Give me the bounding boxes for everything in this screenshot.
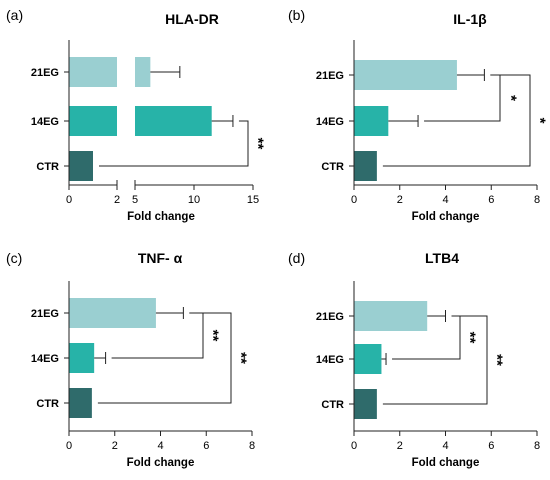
significance-label: ** <box>233 352 250 364</box>
x-axis-label: Fold change <box>412 211 480 223</box>
panel-a: (a) HLA-DR 21EG 14EG CTR 0 2 5 10 15 Fold change ** <box>6 7 267 223</box>
bar-14eg <box>69 343 95 373</box>
x-tick-label: 4 <box>442 440 448 452</box>
bar-14eg-seg1 <box>135 106 212 136</box>
x-tick-label: 6 <box>203 440 209 452</box>
panel-c: (c) TNF- α 21EG 14EG CTR 0 2 4 6 8 Fold change ** ** <box>6 250 255 469</box>
category-label: 21EG <box>316 311 344 323</box>
x-axis-label: Fold change <box>127 211 195 223</box>
x-tick-label: 6 <box>488 440 494 452</box>
x-axis-label: Fold change <box>127 457 195 469</box>
x-tick-label: 0 <box>351 194 357 206</box>
significance-bracket <box>97 312 232 404</box>
panel-label: (c) <box>6 250 22 266</box>
x-tick-label: 5 <box>132 194 138 206</box>
significance-label: ** <box>205 330 222 342</box>
x-tick-label: 4 <box>157 440 163 452</box>
bar-14eg-seg0 <box>69 106 117 136</box>
bar-21eg <box>69 298 156 328</box>
panel-d: (d) LTB4 21EG 14EG CTR 0 2 4 6 8 Fold change ** ** <box>288 250 540 469</box>
significance-bracket <box>382 74 531 167</box>
category-label: 21EG <box>31 67 59 79</box>
significance-bracket <box>382 315 488 405</box>
x-tick-label: 2 <box>397 440 403 452</box>
bar-14eg <box>354 106 389 136</box>
panel-label: (d) <box>288 250 305 266</box>
x-tick-label: 2 <box>114 194 120 206</box>
x-tick-label: 4 <box>442 194 448 206</box>
bar-ctr <box>354 389 377 419</box>
x-tick-label: 8 <box>534 194 540 206</box>
category-label: CTR <box>321 399 344 411</box>
x-tick-label: 0 <box>66 440 72 452</box>
significance-bracket <box>99 120 249 167</box>
panel-label: (a) <box>6 7 23 23</box>
x-tick-label: 0 <box>351 440 357 452</box>
significance-label: * <box>532 118 549 124</box>
x-tick-label: 6 <box>488 194 494 206</box>
category-label: 14EG <box>31 116 59 128</box>
chart-title: LTB4 <box>425 250 459 266</box>
significance-label: ** <box>462 332 479 344</box>
bar-ctr <box>69 388 92 418</box>
chart-title: IL-1β <box>453 11 487 27</box>
category-label: 14EG <box>31 353 59 365</box>
category-label: CTR <box>36 398 59 410</box>
bar-ctr-seg0 <box>69 151 93 181</box>
significance-label: * <box>503 95 520 101</box>
x-tick-label: 2 <box>112 440 118 452</box>
category-label: CTR <box>321 161 344 173</box>
chart-title: TNF- α <box>138 250 183 266</box>
bar-ctr <box>354 151 377 181</box>
x-tick-label: 8 <box>249 440 255 452</box>
bar-21eg-seg0 <box>69 57 117 87</box>
x-tick-label: 10 <box>188 194 200 206</box>
bar-21eg <box>354 301 428 331</box>
significance-label: ** <box>489 354 506 366</box>
category-label: 21EG <box>31 308 59 320</box>
x-axis-label: Fold change <box>412 457 480 469</box>
chart-title: HLA-DR <box>165 11 219 27</box>
category-label: 14EG <box>316 116 344 128</box>
significance-label: ** <box>250 138 267 150</box>
bar-14eg <box>354 344 382 374</box>
x-tick-label: 0 <box>66 194 72 206</box>
category-label: CTR <box>36 161 59 173</box>
panel-label: (b) <box>288 7 305 23</box>
x-tick-label: 8 <box>534 440 540 452</box>
x-tick-label: 15 <box>247 194 259 206</box>
category-label: 21EG <box>316 70 344 82</box>
bar-21eg <box>354 60 457 90</box>
category-label: 14EG <box>316 354 344 366</box>
bar-21eg-seg1 <box>135 57 151 87</box>
panel-b: (b) IL-1β 21EG 14EG CTR 0 2 4 6 8 Fold change * * <box>288 7 549 223</box>
x-tick-label: 2 <box>397 194 403 206</box>
